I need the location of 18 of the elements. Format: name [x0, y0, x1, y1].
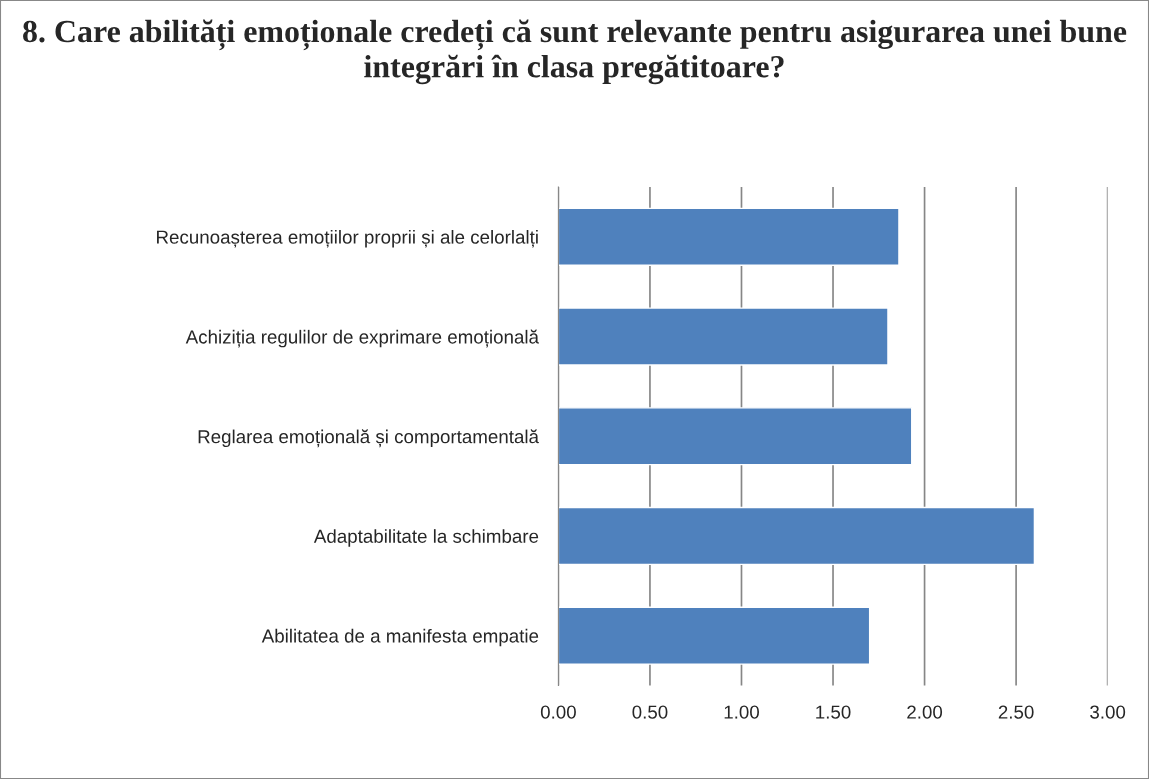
- bar: [558, 506, 1036, 566]
- x-tick-label: 0.50: [632, 705, 668, 719]
- y-tick-label: Achiziția regulilor de exprimare emoțională: [185, 329, 539, 348]
- x-tick-label: 2.50: [998, 705, 1034, 719]
- bar: [558, 407, 913, 466]
- x-tick-label: 0.00: [540, 705, 576, 719]
- x-tick-label: 2.00: [907, 705, 943, 719]
- bar: [558, 606, 871, 665]
- x-tick-label: 1.00: [724, 705, 759, 719]
- bar: [558, 307, 889, 366]
- y-tick-label: Adaptabilitate la schimbare: [313, 529, 539, 547]
- y-tick-label: Recunoașterea emoțiilor proprii și ale celorlalți: [157, 230, 538, 248]
- y-tick-label: Reglarea emoțională și comportamentală: [198, 429, 539, 448]
- bar: [558, 207, 900, 266]
- x-tick-label: 1.50: [816, 705, 851, 719]
- chart-title: 8. Care abilități emoționale credeți că sunt relevante pentru asigurarea unei bune integrări în clasa pregătitoare?: [23, 19, 1127, 85]
- y-tick-label: Abilitatea de a manifesta empatie: [261, 628, 539, 647]
- x-tick-label: 3.00: [1090, 705, 1126, 719]
